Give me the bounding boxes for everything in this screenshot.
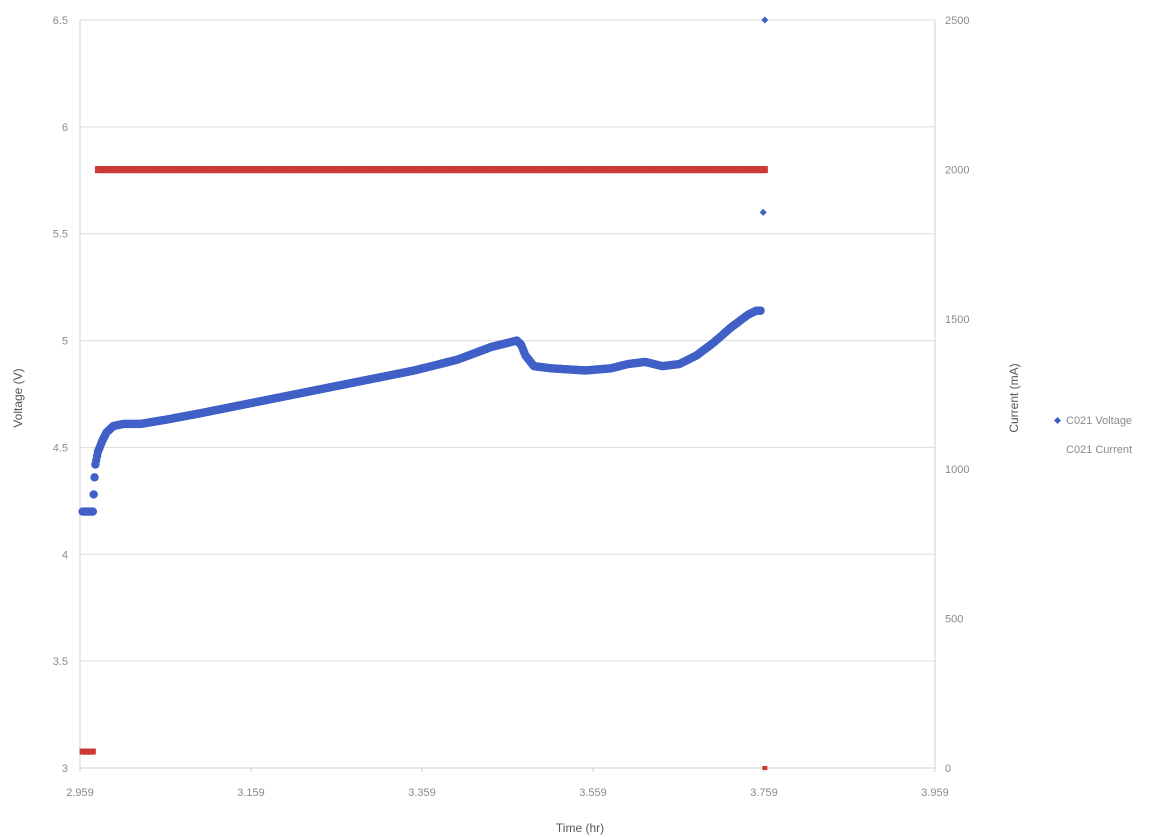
y-left-tick-label: 6 [62,122,68,134]
x-tick-label: 2.959 [66,787,94,799]
x-axis-title: Time (hr) [556,821,604,835]
y-left-tick-label: 6.5 [53,15,68,27]
x-tick-label: 3.759 [750,787,778,799]
voltage-point [90,473,99,482]
x-tick-label: 3.159 [237,787,265,799]
gridlines [79,19,936,769]
y-right-tick-label: 0 [945,763,951,775]
y-right-tick-label: 2000 [945,165,969,177]
y-right-tick-label: 1500 [945,314,969,326]
y-left-tick-label: 5.5 [53,229,68,241]
voltage-point [759,208,767,216]
x-tick-label: 3.559 [579,787,607,799]
y-left-tick-label: 3.5 [53,656,68,668]
series-voltage [78,16,769,516]
series-current [79,166,768,770]
current-point [89,748,96,755]
left-axis-ticks: 3 3.5 4 4.5 5 5.5 6 6.5 [53,15,68,775]
y-axis-left-title: Voltage (V) [11,368,25,427]
y-left-tick-label: 4.5 [53,442,68,454]
voltage-point [88,507,98,516]
voltage-point [756,306,765,315]
legend: C021 Voltage C021 Current [1053,415,1132,456]
x-axis-ticks: 2.959 3.159 3.359 3.559 3.759 3.959 [66,768,949,799]
y-axis-right-title: Current (mA) [1007,363,1021,432]
voltage-point [89,490,98,499]
y-right-tick-label: 2500 [945,15,969,27]
y-left-tick-label: 3 [62,763,68,775]
y-right-tick-label: 1000 [945,464,969,476]
y-left-tick-label: 5 [62,336,68,348]
legend-voltage-marker [1053,416,1062,425]
x-tick-label: 3.359 [408,787,436,799]
y-left-tick-label: 4 [62,549,68,561]
legend-voltage-label: C021 Voltage [1066,415,1132,427]
data-series [78,16,769,770]
current-point [762,766,768,770]
y-right-tick-label: 500 [945,613,963,625]
legend-current-label: C021 Current [1066,444,1132,456]
voltage-point [761,16,769,24]
current-point [761,166,768,174]
x-tick-label: 3.959 [921,787,949,799]
right-axis-ticks: 0 500 1000 1500 2000 2500 [945,15,969,775]
